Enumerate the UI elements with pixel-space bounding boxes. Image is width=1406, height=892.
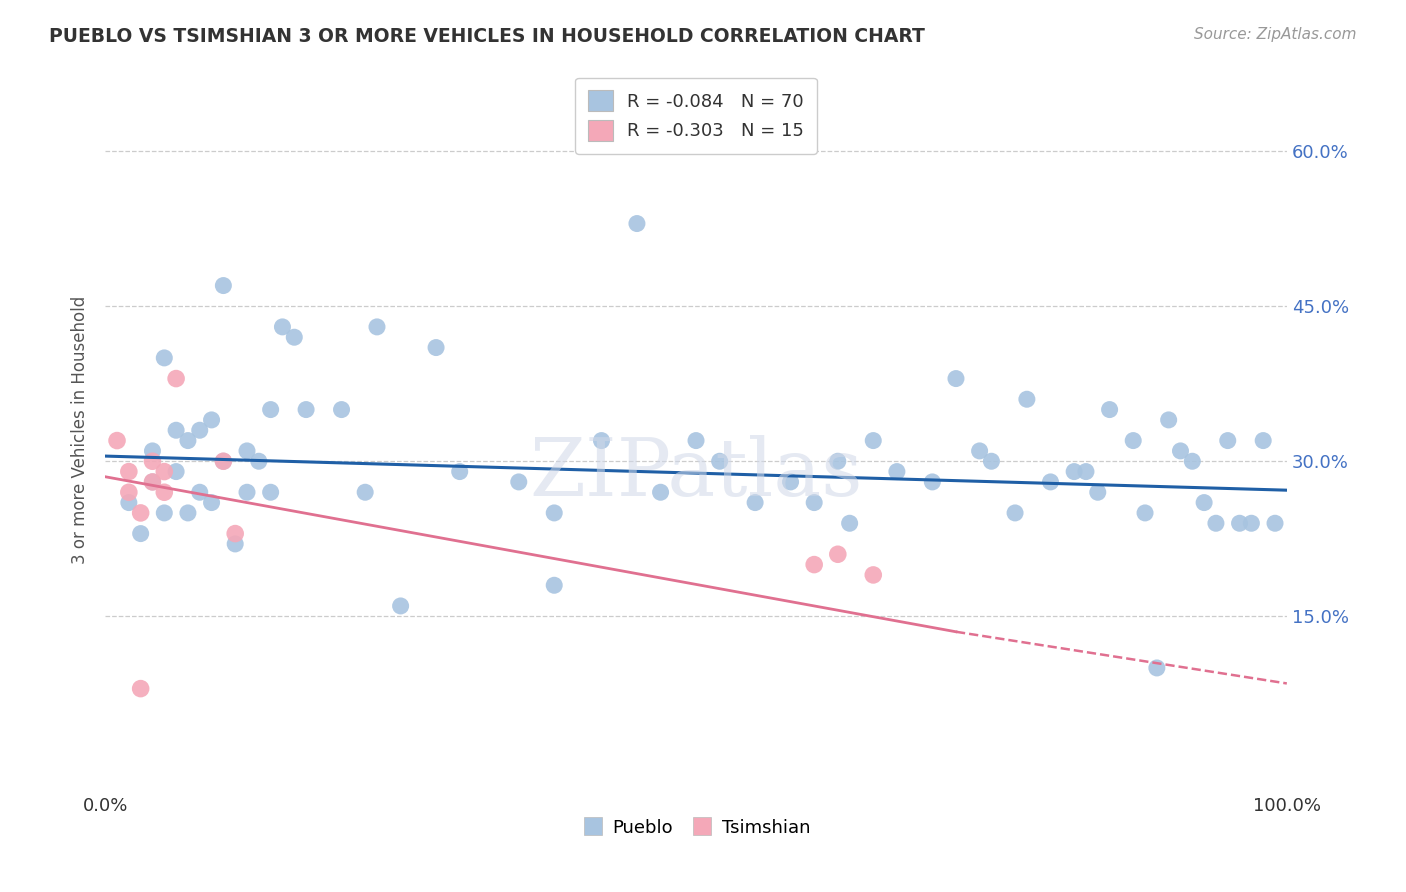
Point bbox=[366, 319, 388, 334]
Point bbox=[354, 485, 377, 500]
Point bbox=[1004, 506, 1026, 520]
Point bbox=[779, 475, 801, 489]
Point bbox=[803, 495, 825, 509]
Point bbox=[862, 568, 884, 582]
Point bbox=[295, 402, 318, 417]
Point bbox=[141, 475, 163, 489]
Point bbox=[449, 465, 471, 479]
Point bbox=[1015, 392, 1038, 407]
Point bbox=[165, 423, 187, 437]
Point bbox=[118, 485, 141, 500]
Point bbox=[236, 444, 259, 458]
Point bbox=[177, 506, 200, 520]
Point bbox=[1192, 495, 1215, 509]
Point bbox=[200, 495, 222, 509]
Point bbox=[650, 485, 672, 500]
Point bbox=[921, 475, 943, 489]
Point bbox=[1039, 475, 1062, 489]
Point bbox=[685, 434, 707, 448]
Point bbox=[153, 465, 176, 479]
Point bbox=[200, 413, 222, 427]
Point bbox=[141, 454, 163, 468]
Point bbox=[212, 278, 235, 293]
Legend: Pueblo, Tsimshian: Pueblo, Tsimshian bbox=[575, 811, 817, 845]
Point bbox=[862, 434, 884, 448]
Point bbox=[165, 465, 187, 479]
Point bbox=[886, 465, 908, 479]
Point bbox=[105, 434, 128, 448]
Point bbox=[1229, 516, 1251, 531]
Point bbox=[271, 319, 294, 334]
Point bbox=[1181, 454, 1204, 468]
Point bbox=[153, 506, 176, 520]
Text: PUEBLO VS TSIMSHIAN 3 OR MORE VEHICLES IN HOUSEHOLD CORRELATION CHART: PUEBLO VS TSIMSHIAN 3 OR MORE VEHICLES I… bbox=[49, 27, 925, 45]
Point bbox=[1205, 516, 1227, 531]
Point bbox=[709, 454, 731, 468]
Point bbox=[1063, 465, 1085, 479]
Point bbox=[1216, 434, 1239, 448]
Point bbox=[153, 485, 176, 500]
Point bbox=[165, 371, 187, 385]
Point bbox=[188, 423, 211, 437]
Point bbox=[744, 495, 766, 509]
Point bbox=[543, 506, 565, 520]
Point bbox=[153, 351, 176, 365]
Point bbox=[1240, 516, 1263, 531]
Point bbox=[247, 454, 270, 468]
Point bbox=[212, 454, 235, 468]
Point bbox=[1074, 465, 1097, 479]
Point bbox=[118, 495, 141, 509]
Y-axis label: 3 or more Vehicles in Household: 3 or more Vehicles in Household bbox=[72, 296, 89, 565]
Point bbox=[543, 578, 565, 592]
Point bbox=[1157, 413, 1180, 427]
Point bbox=[827, 454, 849, 468]
Point bbox=[259, 485, 281, 500]
Point bbox=[141, 444, 163, 458]
Point bbox=[1251, 434, 1274, 448]
Point bbox=[141, 475, 163, 489]
Text: Source: ZipAtlas.com: Source: ZipAtlas.com bbox=[1194, 27, 1357, 42]
Point bbox=[236, 485, 259, 500]
Point bbox=[626, 217, 648, 231]
Point bbox=[188, 485, 211, 500]
Point bbox=[259, 402, 281, 417]
Point bbox=[118, 465, 141, 479]
Text: ZIPatlas: ZIPatlas bbox=[529, 434, 863, 513]
Point bbox=[389, 599, 412, 613]
Point bbox=[1264, 516, 1286, 531]
Point bbox=[980, 454, 1002, 468]
Point bbox=[1087, 485, 1109, 500]
Point bbox=[224, 537, 246, 551]
Point bbox=[330, 402, 353, 417]
Point bbox=[283, 330, 305, 344]
Point bbox=[945, 371, 967, 385]
Point bbox=[508, 475, 530, 489]
Point bbox=[425, 341, 447, 355]
Point bbox=[1122, 434, 1144, 448]
Point bbox=[827, 547, 849, 561]
Point bbox=[1098, 402, 1121, 417]
Point bbox=[803, 558, 825, 572]
Point bbox=[224, 526, 246, 541]
Point bbox=[1170, 444, 1192, 458]
Point bbox=[129, 526, 152, 541]
Point bbox=[1133, 506, 1156, 520]
Point bbox=[177, 434, 200, 448]
Point bbox=[591, 434, 613, 448]
Point bbox=[969, 444, 991, 458]
Point bbox=[129, 506, 152, 520]
Point bbox=[1146, 661, 1168, 675]
Point bbox=[129, 681, 152, 696]
Point bbox=[838, 516, 860, 531]
Point bbox=[212, 454, 235, 468]
